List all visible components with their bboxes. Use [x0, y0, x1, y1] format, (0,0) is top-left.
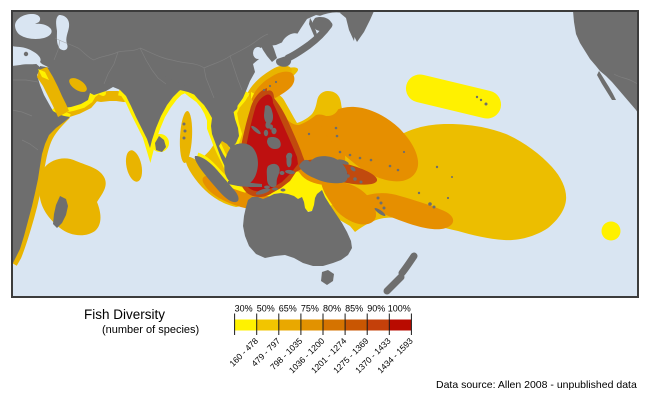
svg-text:(number of species): (number of species): [102, 324, 199, 336]
svg-text:30%: 30%: [235, 304, 253, 314]
svg-text:90%: 90%: [367, 304, 385, 314]
svg-text:Data source: Allen 2008 - unpu: Data source: Allen 2008 - unpublished da…: [436, 379, 637, 391]
svg-text:75%: 75%: [301, 304, 319, 314]
svg-text:80%: 80%: [323, 304, 341, 314]
svg-text:65%: 65%: [279, 304, 297, 314]
svg-text:85%: 85%: [345, 304, 363, 314]
svg-text:50%: 50%: [257, 304, 275, 314]
svg-text:100%: 100%: [388, 304, 411, 314]
svg-text:Fish Diversity: Fish Diversity: [84, 307, 165, 322]
